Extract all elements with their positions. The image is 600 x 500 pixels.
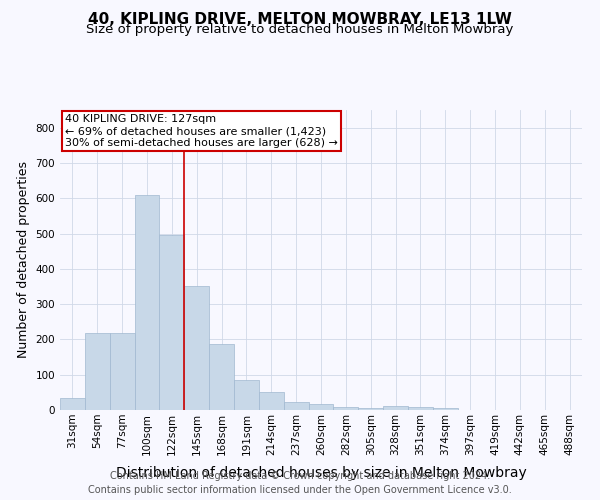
Bar bbox=[60, 398, 85, 410]
Bar bbox=[160, 234, 184, 410]
Bar bbox=[334, 407, 358, 410]
Bar bbox=[85, 333, 110, 410]
Text: 40, KIPLING DRIVE, MELTON MOWBRAY, LE13 1LW: 40, KIPLING DRIVE, MELTON MOWBRAY, LE13 … bbox=[88, 12, 512, 28]
Y-axis label: Number of detached properties: Number of detached properties bbox=[17, 162, 30, 358]
Bar bbox=[259, 392, 284, 410]
Text: Size of property relative to detached houses in Melton Mowbray: Size of property relative to detached ho… bbox=[86, 22, 514, 36]
Bar bbox=[284, 402, 308, 410]
Bar bbox=[433, 408, 458, 410]
Text: Contains HM Land Registry data © Crown copyright and database right 2024.
Contai: Contains HM Land Registry data © Crown c… bbox=[88, 471, 512, 495]
Bar bbox=[408, 407, 433, 410]
Bar bbox=[209, 344, 234, 410]
Bar bbox=[234, 380, 259, 410]
Bar bbox=[308, 404, 334, 410]
Bar bbox=[383, 406, 408, 410]
Bar bbox=[110, 333, 134, 410]
X-axis label: Distribution of detached houses by size in Melton Mowbray: Distribution of detached houses by size … bbox=[116, 466, 526, 480]
Bar bbox=[184, 286, 209, 410]
Bar bbox=[358, 408, 383, 410]
Bar bbox=[134, 194, 160, 410]
Text: 40 KIPLING DRIVE: 127sqm
← 69% of detached houses are smaller (1,423)
30% of sem: 40 KIPLING DRIVE: 127sqm ← 69% of detach… bbox=[65, 114, 338, 148]
